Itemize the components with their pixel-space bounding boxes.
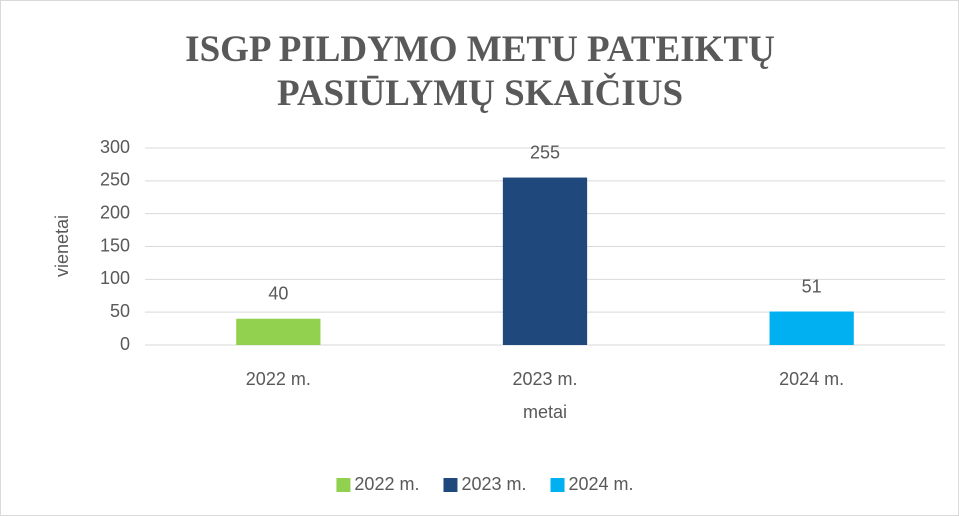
value-label: 255 [530, 142, 560, 162]
y-tick-label: 100 [100, 268, 130, 288]
value-label: 40 [268, 283, 288, 303]
y-tick-label: 300 [100, 137, 130, 157]
legend-label: 2022 m. [354, 474, 419, 494]
x-tick-label: 2023 m. [512, 369, 577, 389]
y-axis-label: vienetai [52, 215, 72, 277]
value-label: 51 [802, 276, 822, 296]
chart-title: ISGP PILDYMO METU PATEIKTŲ PASIŪLYMŲ SKA… [185, 29, 775, 114]
y-tick-label: 0 [120, 334, 130, 354]
x-tick-label: 2022 m. [246, 369, 311, 389]
y-tick-label: 50 [110, 301, 130, 321]
bar [769, 311, 854, 345]
y-tick-label: 200 [100, 202, 130, 222]
legend-swatch [443, 478, 458, 492]
x-tick-label: 2024 m. [779, 369, 844, 389]
legend-swatch [550, 478, 565, 492]
y-tick-label: 250 [100, 170, 130, 190]
legend-label: 2024 m. [569, 474, 634, 494]
y-tick-label: 150 [100, 235, 130, 255]
bar [236, 318, 321, 345]
legend-swatch [336, 478, 351, 492]
legend-label: 2023 m. [461, 474, 526, 494]
x-axis-label: metai [523, 402, 567, 422]
bar [502, 177, 588, 345]
